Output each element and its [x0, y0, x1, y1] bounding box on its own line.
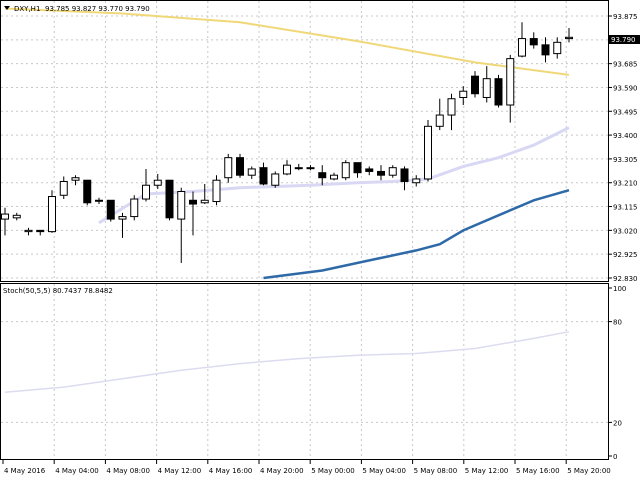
candle-bear	[471, 75, 479, 95]
time-tick-label: 4 May 04:00	[55, 467, 99, 475]
candle-bull	[330, 174, 338, 180]
price-tick-label: 93.685	[613, 61, 638, 69]
price-tick-label: 93.590	[613, 84, 638, 92]
candle-bull	[247, 168, 256, 176]
candle-bull	[294, 167, 303, 170]
time-tick-label: 5 May 04:00	[362, 467, 406, 475]
time-tick-label: 4 May 12:00	[158, 467, 202, 475]
candle-bull	[24, 229, 33, 233]
candles	[1, 22, 573, 263]
candle-bull	[48, 196, 56, 233]
candle-bull	[388, 167, 397, 176]
candle-bull	[447, 98, 456, 116]
price-tick-label: 93.400	[613, 132, 638, 140]
candle-bull	[435, 114, 444, 127]
stoch-panel[interactable]	[0, 283, 609, 460]
candle-bull	[506, 58, 515, 106]
candle-bull	[283, 164, 291, 175]
time-tick-label: 5 May 08:00	[414, 467, 458, 475]
candle-bear	[236, 157, 244, 176]
triangle-down-icon[interactable]	[4, 6, 10, 10]
candle-bull	[482, 78, 491, 98]
price-panel[interactable]	[0, 0, 609, 282]
time-tick-label: 4 May 20:00	[260, 467, 304, 475]
time-tick-label: 5 May 20:00	[567, 467, 611, 475]
price-axis: 93.87593.78093.68593.59093.49593.40093.3…	[608, 13, 638, 283]
stoch-tick-label: 100	[613, 285, 626, 293]
candle-bull	[553, 41, 562, 55]
time-tick-label: 5 May 16:00	[516, 467, 560, 475]
candle-bull	[59, 180, 68, 196]
ma-blue-line	[263, 188, 570, 280]
candle-bear	[377, 170, 385, 176]
time-tick-label: 4 May 08:00	[106, 467, 150, 475]
ma-slow-line	[4, 7, 570, 76]
candle-bull	[224, 157, 233, 179]
stoch-grid	[1, 284, 608, 459]
stoch-axis: 100 80 20 0	[608, 285, 626, 461]
price-tick-label: 92.830	[613, 275, 638, 283]
candle-bull	[118, 216, 127, 220]
stoch-main-line	[4, 330, 570, 393]
candle-bear	[106, 199, 115, 220]
candle-bear	[529, 38, 538, 46]
price-tick-label: 93.210	[613, 180, 638, 188]
candle-bear	[165, 179, 174, 219]
candle-bull	[412, 178, 421, 184]
candle-bull	[71, 177, 80, 181]
candle-bear	[189, 199, 197, 205]
candle-bull	[306, 167, 315, 170]
candle-bull	[1, 213, 9, 220]
price-tick-label: 92.925	[613, 251, 638, 259]
candle-bull	[142, 184, 150, 200]
price-tick-label: 93.115	[613, 204, 638, 212]
time-axis: 4 May 2016 4 May 04:00 4 May 08:00 4 May 12…	[2, 460, 611, 475]
price-tick-label: 93.305	[613, 156, 638, 164]
time-tick-label: 4 May 2016	[4, 467, 46, 475]
candle-bull	[459, 90, 468, 98]
stoch-tick-label: 0	[613, 453, 617, 461]
time-tick-label: 5 May 12:00	[465, 467, 509, 475]
price-tick-label: 93.020	[613, 227, 638, 235]
candle-bear	[259, 167, 268, 185]
candle-bear	[541, 44, 550, 56]
candle-bull	[95, 199, 103, 202]
candle-bull	[424, 125, 432, 180]
candle-bull	[153, 179, 162, 186]
time-tick-label: 4 May 16:00	[209, 467, 253, 475]
current-price-label: 93.790	[611, 36, 636, 44]
current-price-box	[609, 35, 640, 44]
candle-bull	[177, 191, 186, 220]
symbol-label: DXY,H1	[14, 5, 40, 13]
candle-bear	[365, 168, 374, 172]
stoch-header: Stoch(50,5,5) 80.7437 78.8482	[3, 287, 113, 295]
candle-bear	[353, 162, 362, 174]
candle-bear	[318, 172, 327, 179]
candle-bull	[130, 198, 139, 218]
candle-bull	[212, 179, 221, 203]
candle-bull	[271, 173, 280, 186]
candle-bull	[518, 38, 526, 57]
price-grid	[1, 1, 608, 281]
candle-bull	[565, 36, 573, 40]
price-tick-label: 93.495	[613, 108, 638, 116]
stoch-tick-label: 20	[613, 419, 622, 427]
stoch-tick-label: 80	[613, 319, 622, 327]
candle-bull	[341, 162, 350, 179]
time-tick-label: 5 May 00:00	[311, 467, 355, 475]
candle-bear	[83, 179, 92, 204]
candle-bear	[36, 229, 45, 233]
ohlc-readout: 93.785 93.827 93.770 93.790	[45, 5, 150, 13]
price-tick-label: 93.875	[613, 13, 638, 21]
candle-bull	[12, 214, 21, 219]
candle-bear	[494, 78, 503, 106]
candle-bull	[200, 199, 209, 204]
stochastic-line	[4, 330, 570, 393]
candle-bear	[400, 168, 409, 182]
